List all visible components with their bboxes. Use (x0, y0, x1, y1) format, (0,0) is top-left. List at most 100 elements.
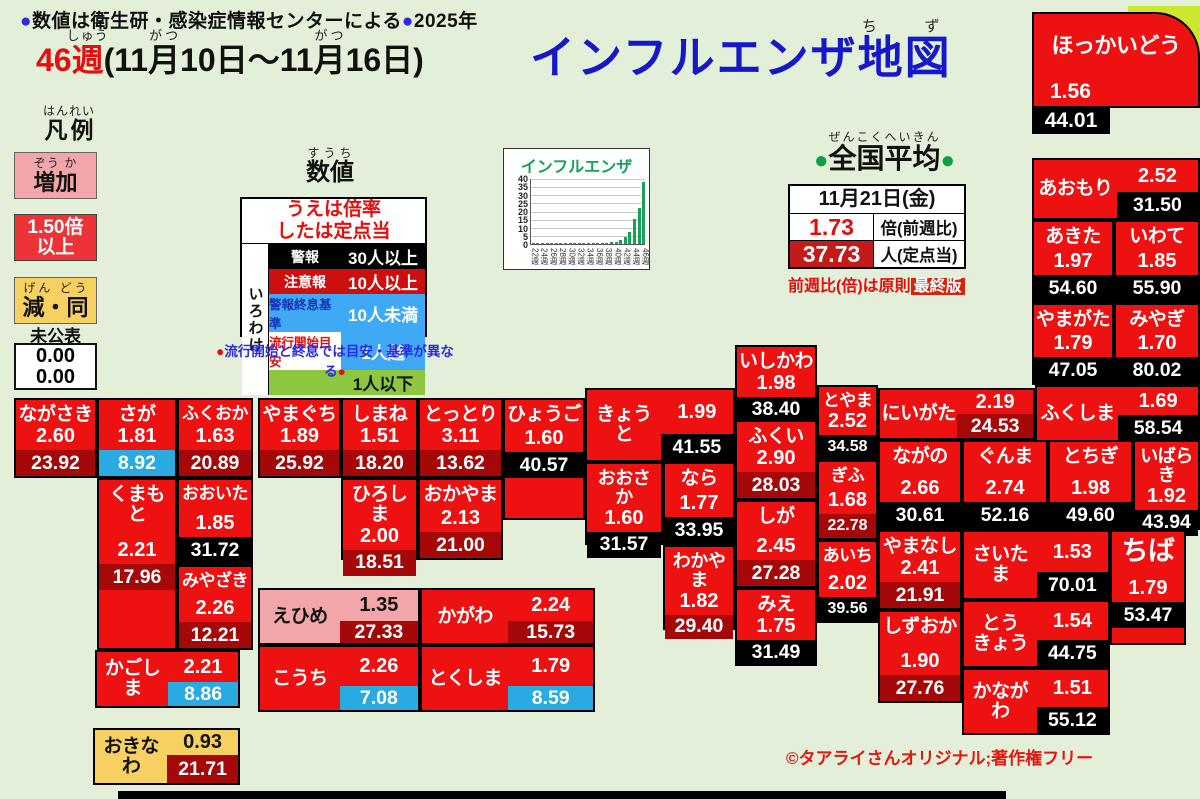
pref-name: みえ (757, 594, 795, 615)
scale-row-below-one: 1人以下 (269, 370, 425, 395)
chart-bar (568, 243, 572, 244)
pref-rate-bar: 38.40 (737, 396, 815, 423)
pref-ratio-value: 2.60 (36, 425, 75, 447)
pref-ratio-value: 1.56 (1050, 80, 1091, 103)
pref-tile-tokushima: とくしま 1.79 8.59 (420, 645, 595, 712)
scale-table-title: 数値すうち (306, 146, 354, 186)
chart-x-tick: 44週 (631, 248, 641, 265)
pref-rate-bar: 31.57 (587, 531, 661, 558)
chart-bar (550, 243, 554, 244)
chart-bar (600, 243, 604, 244)
pref-ratio-value: 1.99 (677, 400, 717, 423)
chart-title: インフルエンザ (520, 159, 633, 176)
pref-ratio-value: 1.68 (828, 489, 867, 511)
pref-tile-nara: なら 1.77 33.95 (663, 462, 735, 545)
chart-x-tick: 32週 (576, 248, 586, 265)
chart-x-tick: 36週 (594, 248, 604, 265)
pref-tile-gifu: ぎふ 1.68 22.78 (817, 460, 878, 540)
pref-rate-bar: 31.49 (737, 639, 815, 666)
pref-rate-bar: 22.78 (819, 514, 876, 538)
bottom-black-strip (118, 791, 1006, 799)
pref-tile-gunma: ぐんま 2.74 52.16 (962, 440, 1048, 530)
chart-x-tick: 38週 (604, 248, 614, 265)
week-title: 46週しゅう(11月がつ10日〜11月がつ16日) (36, 28, 424, 78)
pref-rate-bar: 27.33 (339, 621, 418, 643)
pref-tile-fukui: ふくい 2.90 28.03 (735, 420, 817, 500)
pref-ratio-value: 2.41 (900, 557, 940, 579)
chart-gridline (531, 228, 645, 229)
pref-tile-saga: さが 1.81 8.92 (97, 398, 177, 478)
pref-ratio-value: 1.70 (1137, 332, 1177, 354)
pref-ratio-value: 2.26 (359, 655, 399, 677)
chart-x-tick: 26週 (548, 248, 558, 265)
pref-name: ふくしま (1040, 403, 1116, 425)
pref-name: さいた ま (972, 544, 1029, 585)
scale-row-alert-end: 警報終息基準 10人未満 (269, 294, 425, 332)
pref-ratio-value: 1.79 (1053, 332, 1093, 354)
pref-name: ぐんま (977, 446, 1033, 467)
pref-ratio-value: 2.21 (183, 655, 223, 678)
pref-tile-kyoto: きょう と 1.99 41.55 (585, 388, 735, 462)
pref-name: やまぐち (262, 404, 337, 425)
pref-tile-miyazaki: みやざき 2.26 12.21 (177, 565, 253, 650)
scale-side-label: いろわけ (242, 244, 268, 395)
pref-ratio-value: 2.13 (441, 507, 480, 529)
pref-name: しまね (351, 404, 408, 425)
pref-rate-bar: 18.51 (343, 549, 416, 576)
chart-x-tick: 34週 (585, 248, 595, 265)
pref-name: しずおか (883, 616, 957, 637)
pref-rate-bar: 40.57 (505, 452, 583, 478)
pref-tile-aichi: あいち 2.02 39.56 (817, 540, 878, 623)
pref-name: みやぎ (1129, 309, 1185, 330)
pref-ratio-value: 1.85 (195, 512, 235, 534)
pref-name: おおさ か (597, 468, 651, 507)
pref-tile-osaka: おおさ か 1.60 31.57 (585, 462, 663, 558)
pref-tile-yamagata: やまがた 1.79 47.05 (1032, 303, 1114, 385)
pref-name: ひろしま (351, 484, 408, 525)
pref-name: ちば (1121, 536, 1176, 566)
pref-ratio-value: 2.52 (1137, 164, 1177, 187)
pref-tile-hyogo: ひょうご 1.60 40.57 (503, 398, 585, 520)
chart-bar (633, 219, 636, 244)
pref-ratio-value: 1.85 (1137, 250, 1177, 272)
pref-tile-oita: おおいた 1.85 31.72 (177, 478, 253, 565)
pref-ratio-value: 0.93 (183, 731, 223, 753)
pref-name: きょう と (596, 404, 652, 445)
pref-rate-bar: 21.71 (167, 755, 238, 783)
scale-row-rate: したは定点当 (242, 221, 425, 243)
pref-ratio-value: 1.75 (756, 614, 796, 637)
pref-name: ふくい (748, 426, 804, 447)
pref-ratio-value: 2.45 (756, 535, 796, 557)
pref-rate-bar: 21.00 (420, 532, 501, 558)
pref-tile-shiga: しが 2.45 27.28 (735, 500, 817, 588)
pref-tile-okinawa: おきな わ 0.93 21.71 (93, 728, 240, 785)
pref-rate-bar: 21.91 (880, 582, 960, 608)
pref-ratio-value: 1.98 (756, 371, 796, 394)
pref-tile-kagoshima: かごし ま 2.21 8.86 (95, 650, 240, 708)
pref-tile-niigata: にいがた 2.19 24.53 (878, 388, 1035, 440)
pref-name: いばら き (1140, 446, 1193, 485)
chart-gridline (531, 203, 645, 205)
pref-ratio-value: 1.90 (900, 650, 940, 672)
chart-x-tick: 28週 (558, 248, 568, 265)
chart-y-tick: 20 (517, 207, 528, 217)
chart-bar (587, 243, 590, 244)
pref-rate-bar: 17.96 (99, 564, 175, 590)
pref-name: とやま (822, 391, 873, 410)
pref-ratio-value: 1.63 (195, 425, 235, 447)
pref-name: かなが わ (972, 680, 1029, 722)
pref-ratio-value: 3.11 (441, 425, 480, 447)
pref-name: なら (680, 468, 718, 489)
pref-ratio-value: 1.79 (531, 655, 571, 677)
pref-rate-bar: 52.16 (964, 502, 1046, 528)
pref-name: わかや ま (672, 551, 726, 590)
pref-tile-tottori: とっとり 3.11 13.62 (418, 398, 503, 478)
pref-rate-bar: 44.75 (1036, 640, 1108, 666)
pref-ratio-value: 1.97 (1053, 250, 1093, 272)
pref-rate-bar: 55.12 (1036, 707, 1108, 733)
pref-name: おきな わ (103, 735, 159, 777)
pref-rate-bar: 80.02 (1116, 357, 1198, 383)
pref-tile-saitama: さいた ま 1.53 70.01 (962, 530, 1110, 600)
pref-ratio-value: 2.74 (985, 477, 1025, 499)
